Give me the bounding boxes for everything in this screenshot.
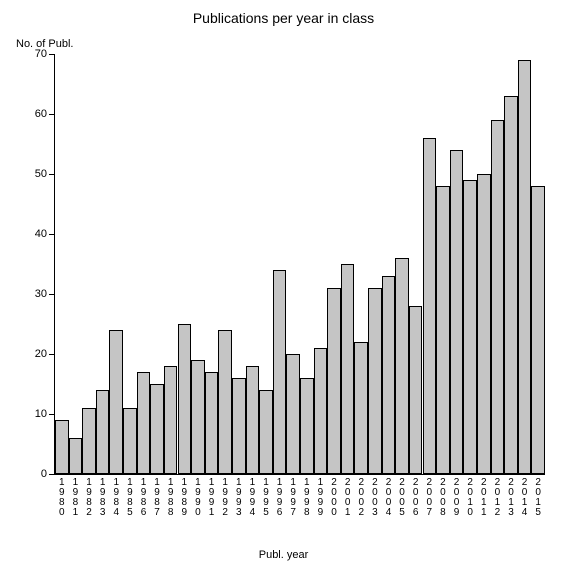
x-tick-label: 2012 — [492, 478, 502, 518]
x-tick-label: 2011 — [479, 478, 489, 518]
y-tick-label: 10 — [35, 408, 47, 420]
bar — [286, 354, 300, 474]
bar — [137, 372, 151, 474]
x-tick-label: 2004 — [383, 478, 393, 518]
x-tick-label: 2010 — [465, 478, 475, 518]
bar — [314, 348, 328, 474]
x-tick-label: 2007 — [424, 478, 434, 518]
bar — [218, 330, 232, 474]
bar — [409, 306, 423, 474]
x-tick-label: 1980 — [57, 478, 67, 518]
x-axis-title: Publ. year — [0, 549, 567, 561]
x-tick-label: 1991 — [207, 478, 217, 518]
bar — [463, 180, 477, 474]
bar — [191, 360, 205, 474]
y-tick-label: 30 — [35, 288, 47, 300]
x-tick-label: 2003 — [370, 478, 380, 518]
y-tick — [49, 294, 55, 295]
y-tick — [49, 174, 55, 175]
bar — [423, 138, 437, 474]
x-tick-label: 1985 — [125, 478, 135, 518]
bar — [518, 60, 532, 474]
x-tick-label: 2014 — [520, 478, 530, 518]
bar — [395, 258, 409, 474]
bar — [477, 174, 491, 474]
y-tick-label: 70 — [35, 48, 47, 60]
bar — [273, 270, 287, 474]
y-tick — [49, 414, 55, 415]
x-tick-label: 2009 — [452, 478, 462, 518]
x-tick-label: 1990 — [193, 478, 203, 518]
y-tick-label: 40 — [35, 228, 47, 240]
bar — [491, 120, 505, 474]
plot-area: 0102030405060701980198119821983198419851… — [54, 54, 545, 475]
x-tick-label: 2002 — [356, 478, 366, 518]
x-tick-label: 2006 — [411, 478, 421, 518]
bar — [55, 420, 69, 474]
x-tick-label: 1992 — [220, 478, 230, 518]
x-tick-label: 2001 — [343, 478, 353, 518]
x-tick-label: 2000 — [329, 478, 339, 518]
publications-chart: Publications per year in class No. of Pu… — [0, 0, 567, 567]
x-tick-label: 1998 — [302, 478, 312, 518]
bar — [109, 330, 123, 474]
y-tick-label: 0 — [41, 468, 47, 480]
x-tick-label: 1996 — [275, 478, 285, 518]
bar — [82, 408, 96, 474]
x-tick-label: 1989 — [179, 478, 189, 518]
bar — [354, 342, 368, 474]
bar — [259, 390, 273, 474]
x-tick-label: 1984 — [111, 478, 121, 518]
x-tick-label: 1997 — [288, 478, 298, 518]
bar — [300, 378, 314, 474]
bar — [436, 186, 450, 474]
x-tick-label: 1994 — [247, 478, 257, 518]
y-tick — [49, 54, 55, 55]
x-tick-label: 2005 — [397, 478, 407, 518]
y-tick — [49, 474, 55, 475]
y-tick — [49, 114, 55, 115]
bar — [96, 390, 110, 474]
x-tick-label: 1982 — [84, 478, 94, 518]
bar — [531, 186, 545, 474]
x-tick-label: 2013 — [506, 478, 516, 518]
bar — [504, 96, 518, 474]
bar — [341, 264, 355, 474]
bar — [150, 384, 164, 474]
chart-title: Publications per year in class — [0, 10, 567, 26]
y-tick-label: 50 — [35, 168, 47, 180]
y-tick-label: 60 — [35, 108, 47, 120]
bar — [164, 366, 178, 474]
x-tick-label: 1983 — [98, 478, 108, 518]
x-tick-label: 1999 — [315, 478, 325, 518]
bar — [368, 288, 382, 474]
x-tick-label: 1986 — [138, 478, 148, 518]
bar — [327, 288, 341, 474]
x-tick-label: 2015 — [533, 478, 543, 518]
x-tick-label: 2008 — [438, 478, 448, 518]
bar — [123, 408, 137, 474]
x-tick-label: 1981 — [70, 478, 80, 518]
bar — [382, 276, 396, 474]
bar — [205, 372, 219, 474]
bars-group — [55, 54, 545, 474]
x-tick-label: 1988 — [166, 478, 176, 518]
y-tick — [49, 354, 55, 355]
bar — [178, 324, 192, 474]
bar — [246, 366, 260, 474]
bar — [450, 150, 464, 474]
x-tick-label: 1995 — [261, 478, 271, 518]
y-tick-label: 20 — [35, 348, 47, 360]
y-tick — [49, 234, 55, 235]
x-tick-label: 1987 — [152, 478, 162, 518]
x-tick-label: 1993 — [234, 478, 244, 518]
bar — [69, 438, 83, 474]
bar — [232, 378, 246, 474]
